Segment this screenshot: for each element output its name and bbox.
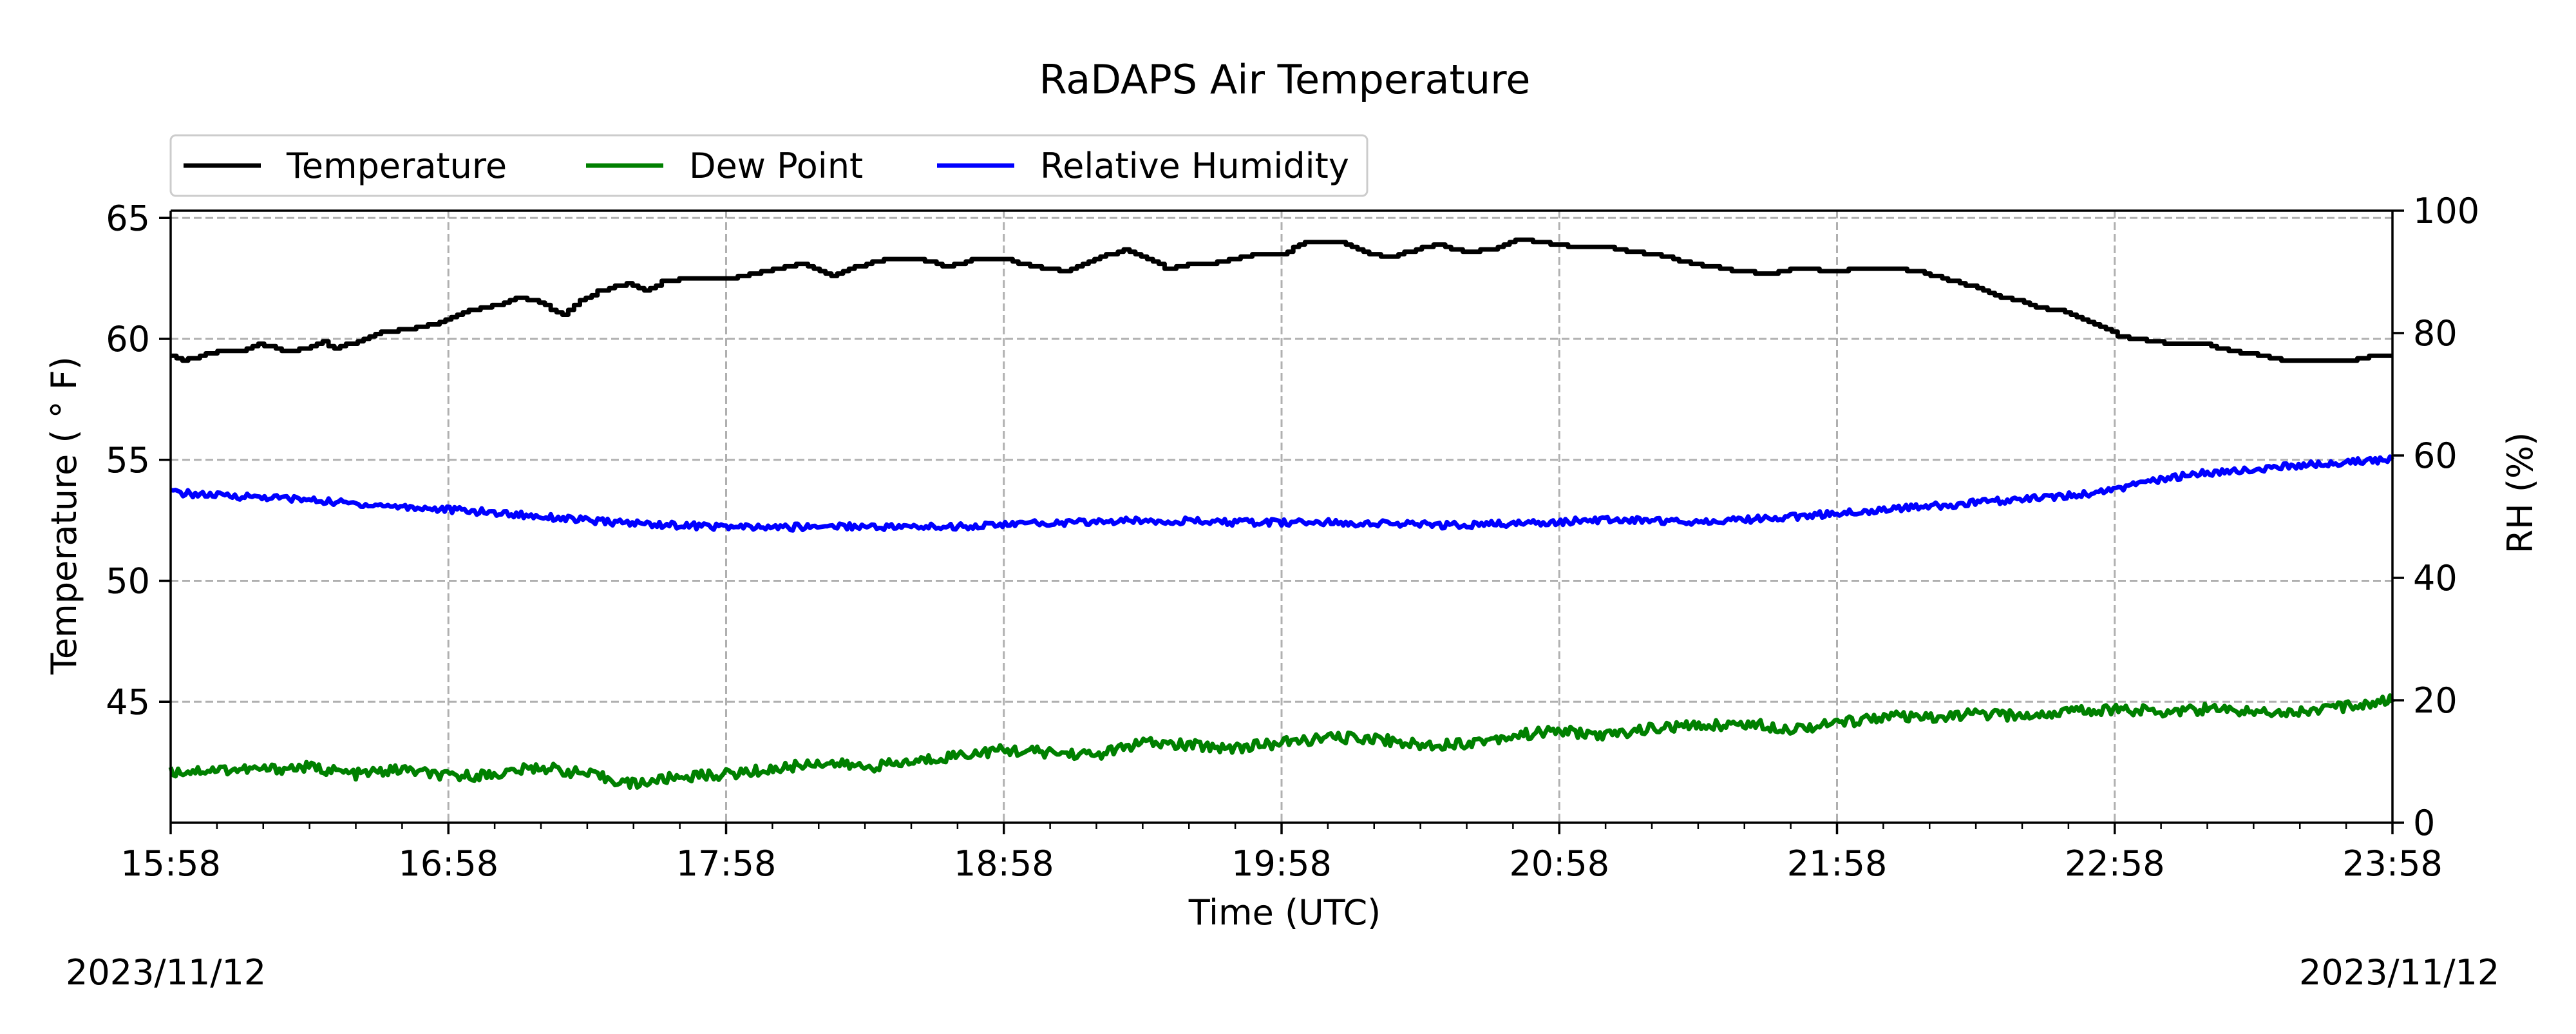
series-layer <box>168 237 2395 790</box>
series-line-relative-humidity <box>170 454 2394 533</box>
end-date-label: 2023/11/12 <box>2299 952 2500 993</box>
y-right-tick-label: 40 <box>2413 558 2458 598</box>
legend-label: Dew Point <box>689 146 863 186</box>
x-tick-label: 21:58 <box>1787 843 1888 884</box>
legend-frame <box>169 134 1368 197</box>
series-line-temperature <box>171 237 2392 363</box>
legend-items: Temperature Dew Point Relative Humidity <box>184 146 1349 186</box>
x-tick-label: 23:58 <box>2342 843 2443 884</box>
start-date-label: 2023/11/12 <box>66 952 267 993</box>
x-tick-label: 19:58 <box>1231 843 1332 884</box>
y-right-tick-label: 60 <box>2413 436 2458 476</box>
x-tick-label: 16:58 <box>398 843 498 884</box>
y-left-tick-label: 45 <box>106 682 150 722</box>
grid-layer <box>171 211 2392 823</box>
x-tick-label: 20:58 <box>1509 843 1609 884</box>
y-left-tick-label: 65 <box>106 198 150 238</box>
x-tick-label: 22:58 <box>2065 843 2165 884</box>
series-line-dew-point <box>168 693 2395 790</box>
y-left-tick-label: 50 <box>106 561 150 602</box>
x-tick-label: 15:58 <box>120 843 221 884</box>
y-axis-label-right: RH (%) <box>2500 432 2541 554</box>
y-left-tick-label: 55 <box>106 440 150 481</box>
y-right-tick-label: 20 <box>2413 680 2458 721</box>
legend-label: Temperature <box>286 146 507 186</box>
y-right-tick-label: 0 <box>2413 803 2435 843</box>
y-right-tick-label: 100 <box>2413 191 2479 231</box>
x-tick-label: 18:58 <box>954 843 1054 884</box>
y-left-tick-label: 60 <box>106 319 150 359</box>
axes-layer: 15:58 16:58 17:58 18:58 19:58 20:58 21:58 22:58… <box>106 191 2479 884</box>
y-axis-label-left: Temperature ( ° F) <box>44 356 84 675</box>
chart-title: RaDAPS Air Temperature <box>1039 56 1531 103</box>
x-axis-label: Time (UTC) <box>1188 892 1381 933</box>
legend: Temperature Dew Point Relative Humidity <box>169 134 1368 197</box>
y-right-tick-label: 80 <box>2413 313 2458 354</box>
x-tick-label: 17:58 <box>676 843 777 884</box>
legend-label: Relative Humidity <box>1040 146 1349 186</box>
